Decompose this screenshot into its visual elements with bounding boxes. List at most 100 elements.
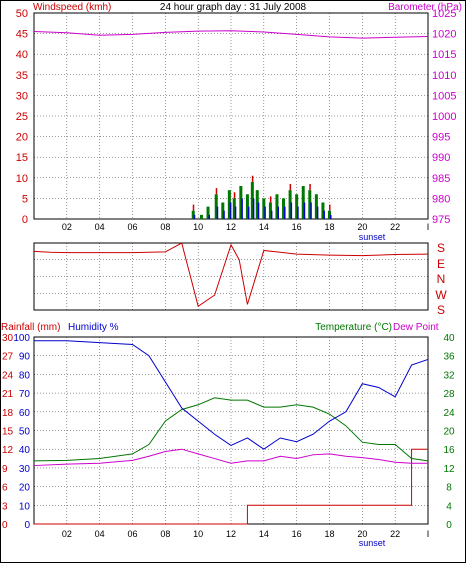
x-tick-label: 08 <box>160 222 170 232</box>
rainfall-tick-label: 30 <box>2 333 14 344</box>
wind-gust-bar <box>250 181 254 219</box>
dewpoint-title: Dew Point <box>393 322 439 333</box>
wind-average-bar <box>297 206 299 219</box>
wind-gust-bar <box>232 198 236 219</box>
wind-peak-mark <box>309 183 311 191</box>
humidity-title: Humidity % <box>68 322 119 333</box>
panel1-right-ticks: 1025 1020 1015 1010 1005 1000 995 990 985 980 975 <box>432 8 456 226</box>
dir-label: W <box>435 288 447 302</box>
temperature-tick-label: 8 <box>446 483 452 494</box>
humidity-tick-label: 0 <box>24 520 30 531</box>
x-tick-label: 16 <box>292 222 302 232</box>
wind-gust-bar <box>227 190 231 219</box>
temperature-tick-label: 16 <box>443 445 455 456</box>
windspeed-tick-label: 25 <box>16 111 28 123</box>
rainfall-tick-label: 24 <box>2 370 14 381</box>
panel3-sunset-label: sunset <box>359 538 386 548</box>
temperature-tick-label: 32 <box>443 370 455 381</box>
wind-gust-bar <box>199 214 203 219</box>
rainfall-tick-label: 0 <box>2 520 8 531</box>
panel2-grid <box>34 243 428 310</box>
rainfall-tick-label: 12 <box>2 445 14 456</box>
wind-average-bar <box>316 206 319 219</box>
x-tick-label: 20 <box>357 529 367 539</box>
x-tick-label: 14 <box>259 529 269 539</box>
x-tick-label: 06 <box>127 529 137 539</box>
wind-gust-bar <box>206 206 210 219</box>
barometer-line <box>33 30 429 39</box>
wind-peak-mark <box>329 204 331 211</box>
x-tick-label: 10 <box>193 222 203 232</box>
humidity-tick-label: 50 <box>19 427 31 438</box>
panel1-sunset-label: sunset <box>359 232 386 242</box>
barometer-tick-label: 1025 <box>432 8 456 20</box>
wind-average-bar <box>252 198 255 219</box>
barometer-tick-label: 975 <box>432 214 450 226</box>
wind-gust-bar <box>295 194 299 219</box>
barometer-tick-label: 1010 <box>432 70 456 82</box>
wind-gust-bar <box>288 190 292 219</box>
wind-gust-bar <box>239 186 243 219</box>
wind-peak-mark <box>192 204 195 211</box>
rainfall-line <box>34 448 428 525</box>
rainfall-tick-label: 21 <box>2 389 14 400</box>
wind-gust-bar <box>262 198 266 219</box>
barometer-tick-label: 1015 <box>432 49 456 61</box>
barometer-tick-label: 1005 <box>432 90 456 102</box>
wind-average-bar <box>247 206 250 219</box>
x-tick-label: 02 <box>62 529 72 539</box>
humidity-tick-label: 40 <box>19 445 31 456</box>
rainfall-title: Rainfall (mm) <box>1 322 60 333</box>
wind-gust-bar <box>282 198 286 219</box>
windspeed-tick-label: 30 <box>16 90 28 102</box>
barometer-tick-label: 985 <box>432 173 450 185</box>
temperature-tick-label: 28 <box>443 389 455 400</box>
humidity-tick-label: 10 <box>19 501 31 512</box>
wind-average-bar <box>270 210 273 219</box>
wind-average-bar <box>323 210 325 219</box>
wind-average-bar <box>241 198 243 219</box>
wind-average-bar <box>290 202 293 219</box>
humidity-line <box>34 340 429 450</box>
humidity-tick-label: 90 <box>19 352 31 363</box>
wind-average-bar <box>257 202 260 219</box>
windspeed-tick-label: 0 <box>22 214 28 226</box>
rainfall-tick-label: 18 <box>2 408 14 419</box>
rainfall-tick-label: 15 <box>2 427 14 438</box>
x-tick-label: 22 <box>390 529 400 539</box>
x-tick-label: 02 <box>62 222 72 232</box>
temperature-tick-label: 12 <box>443 464 455 475</box>
x-tick-label: I <box>427 529 430 539</box>
panel3-grid <box>34 337 428 524</box>
dir-label: N <box>437 272 446 286</box>
x-tick-label: I <box>427 222 430 232</box>
x-tick-label: 12 <box>226 529 236 539</box>
wind-gust-bar <box>268 202 272 219</box>
panel1-right-title: Barometer (hPa) <box>388 2 462 13</box>
temperature-tick-label: 20 <box>443 427 455 438</box>
wind-gust-bar <box>221 202 225 219</box>
windspeed-tick-label: 35 <box>16 70 28 82</box>
dewpoint-line <box>33 448 428 467</box>
panel2-direction-labels: S E N W S <box>435 241 447 317</box>
wind-gust-bar <box>214 194 218 219</box>
panel1-x-ticks: 02 04 06 08 10 12 14 16 18 20 22 I <box>62 222 429 232</box>
windspeed-tick-label: 50 <box>16 8 28 20</box>
wind-average-bar <box>216 206 219 219</box>
rainfall-tick-label: 3 <box>2 501 8 512</box>
wind-gust-bar <box>191 210 195 219</box>
barometer-tick-label: 1000 <box>432 111 456 123</box>
wind-gust-bar <box>245 194 249 219</box>
wind-average-bar <box>264 206 266 219</box>
x-tick-label: 08 <box>160 529 170 539</box>
temperature-tick-label: 36 <box>443 352 455 363</box>
x-tick-label: 06 <box>127 222 137 232</box>
wind-average-bar <box>193 214 196 219</box>
x-tick-label: 22 <box>390 222 400 232</box>
wind-average-bar <box>303 202 306 219</box>
barometer-tick-label: 1020 <box>432 29 456 41</box>
wind-peak-mark <box>251 175 254 182</box>
